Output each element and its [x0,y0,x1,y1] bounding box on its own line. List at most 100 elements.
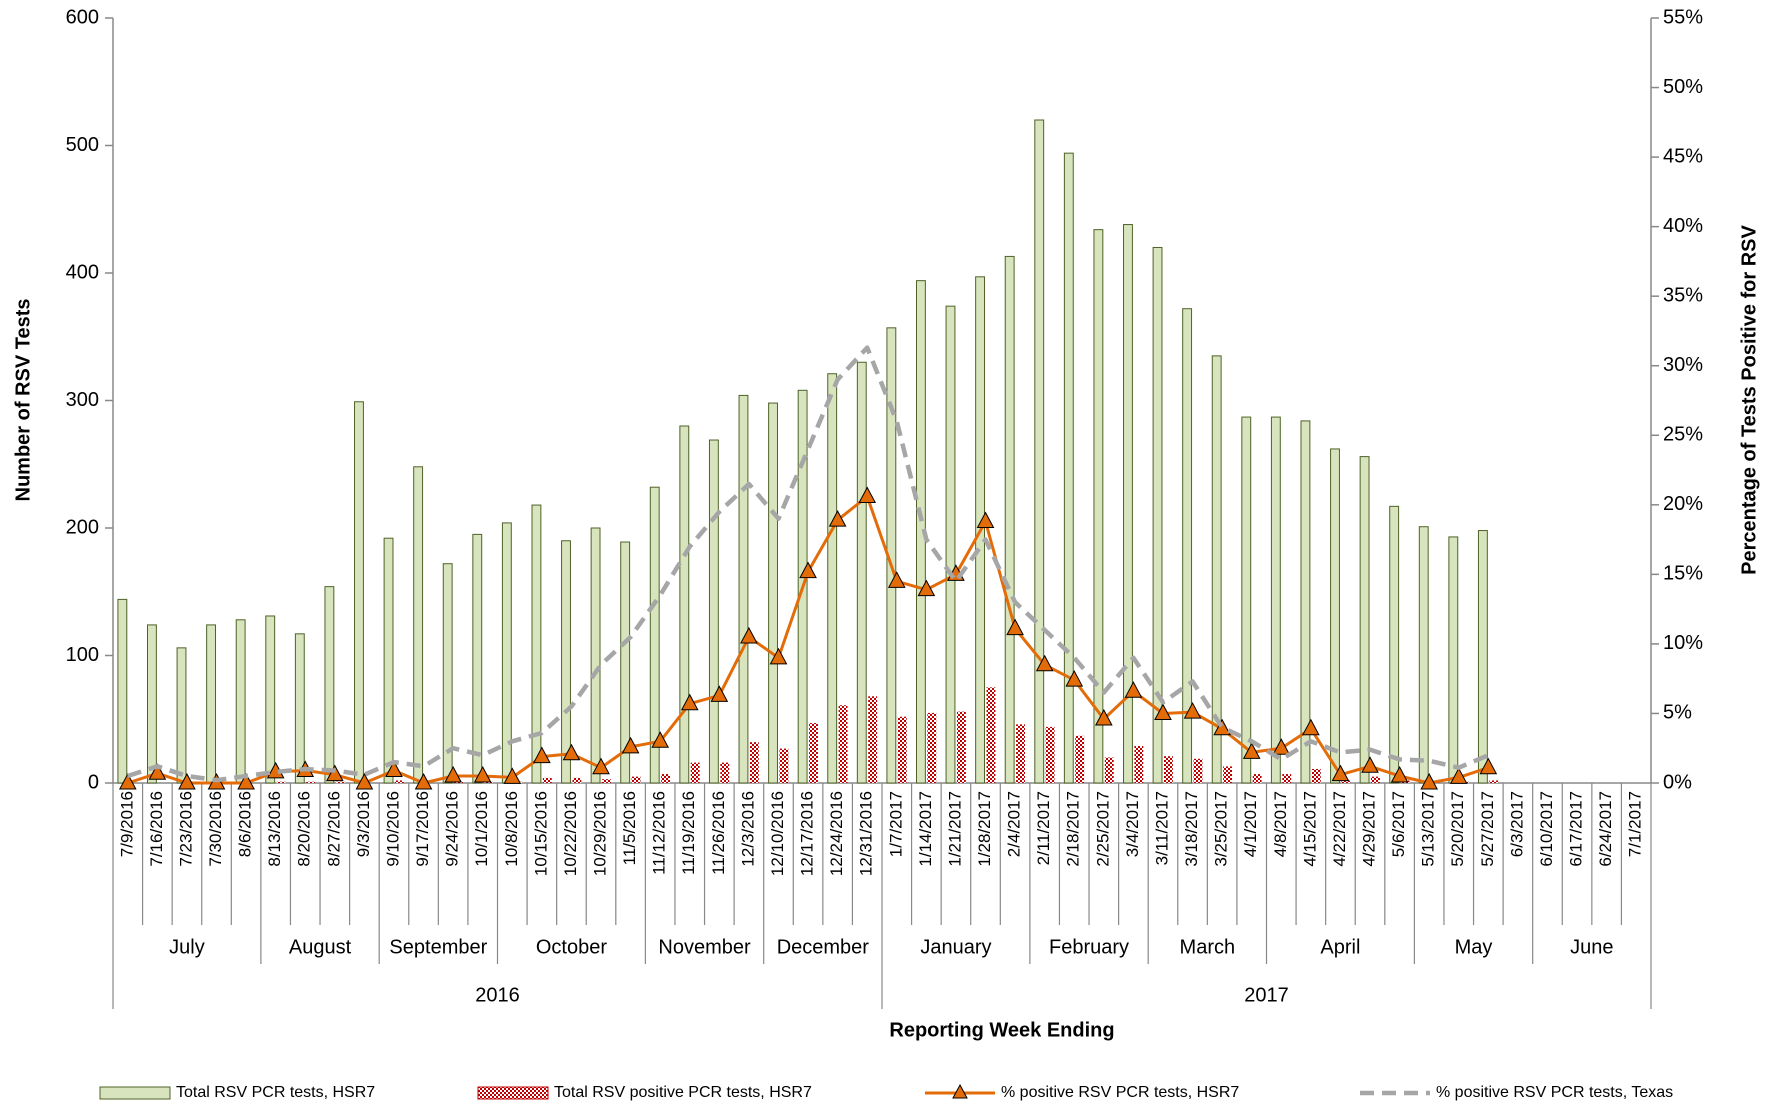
x-tick-label: 7/23/2016 [176,791,195,867]
x-tick-label: 11/19/2016 [679,791,698,875]
y-tick-label: 600 [66,6,99,28]
marker [414,772,433,790]
bar [146,624,157,784]
bar [838,705,848,783]
bar [1063,152,1074,784]
bar [306,781,316,783]
x-tick-label: 6/3/2017 [1507,791,1526,857]
legend-label: % positive RSV PCR tests, Texas [1436,1084,1673,1101]
x-tick-label: 12/3/2016 [738,791,757,867]
marker [1154,703,1172,720]
x-tick-label: 6/24/2017 [1596,791,1615,867]
x-tick-label: 9/17/2016 [413,791,432,867]
bar [945,305,956,784]
bar [827,373,838,784]
x-tick-label: 1/14/2017 [916,791,935,867]
y-tick-label: 200 [66,516,99,538]
bar [1241,416,1252,784]
bar [354,401,364,784]
y2-tick-label: 55% [1663,6,1703,28]
x-tick-label: 6/10/2017 [1537,791,1556,867]
bar [1282,774,1292,783]
x-tick-label: 10/8/2016 [502,791,521,867]
marker [1124,681,1143,698]
bar [1211,355,1222,784]
y2-tick-label: 45% [1663,145,1703,167]
x-tick-label: 10/22/2016 [561,791,580,876]
marker [444,765,462,783]
x-tick-label: 5/13/2017 [1419,791,1438,867]
marker [1065,670,1084,687]
bar [1182,308,1193,784]
marker [562,743,581,761]
marker [325,764,344,782]
legend-swatch [99,1086,171,1100]
y-axis-title: Number of RSV Tests [12,299,34,502]
marker [592,757,610,775]
marker [858,486,877,503]
marker [710,685,729,702]
marker [680,693,699,711]
x-tick-label: 7/1/2017 [1626,791,1645,857]
marker [148,763,167,780]
bar [235,619,246,784]
marker [1479,757,1498,775]
bar [1152,247,1163,784]
month-label: February [1049,936,1129,958]
bar [1477,530,1488,784]
bar [1489,780,1499,783]
marker [917,579,936,597]
month-label: November [658,936,751,958]
x-tick-label: 12/10/2016 [768,791,787,876]
month-label: December [777,936,870,958]
x-tick-label: 11/26/2016 [709,791,728,875]
x-tick-label: 5/20/2017 [1448,791,1467,867]
x-tick-label: 10/15/2016 [531,791,550,876]
marker [1006,618,1024,636]
marker [355,772,374,790]
marker [1361,756,1379,773]
marker [1094,708,1113,726]
bar [620,541,631,784]
x-tick-label: 7/16/2016 [147,791,166,867]
marker [887,571,906,588]
legend-label: % positive RSV PCR tests, HSR7 [1001,1084,1239,1101]
x-tick-label: 8/27/2016 [324,791,343,867]
x-tick-label: 12/24/2016 [827,791,846,876]
bar [631,776,641,783]
bar [572,777,582,783]
legend-swatch [477,1086,549,1100]
bar [897,716,907,783]
y2-tick-label: 10% [1663,632,1703,654]
bar [986,687,996,783]
bar [276,781,286,783]
bar [1093,229,1104,784]
marker [1035,654,1054,672]
x-tick-label: 4/22/2017 [1330,791,1349,867]
month-label: January [920,936,991,958]
bar [856,361,867,784]
bar [708,439,719,784]
marker [1449,767,1468,784]
marker [503,767,522,784]
legend-marker [952,1083,968,1099]
marker [976,511,995,529]
month-label: October [536,936,607,958]
x-tick-label: 6/17/2017 [1567,791,1586,867]
bar [1075,735,1085,783]
x-tick-label: 1/28/2017 [975,791,994,867]
bar [661,774,671,783]
bar [649,486,660,784]
legend-label: Total RSV PCR tests, HSR7 [176,1084,375,1101]
x-tick-label: 10/1/2016 [472,791,491,867]
bar [1311,768,1321,783]
x-tick-label: 8/6/2016 [236,791,255,857]
x-tick-label: 4/8/2017 [1271,791,1290,857]
marker [118,772,137,790]
marker [740,626,758,644]
bar [206,624,217,784]
x-tick-label: 1/21/2017 [945,791,964,867]
month-label: July [169,936,205,958]
marker [828,510,847,527]
marker [178,772,196,790]
